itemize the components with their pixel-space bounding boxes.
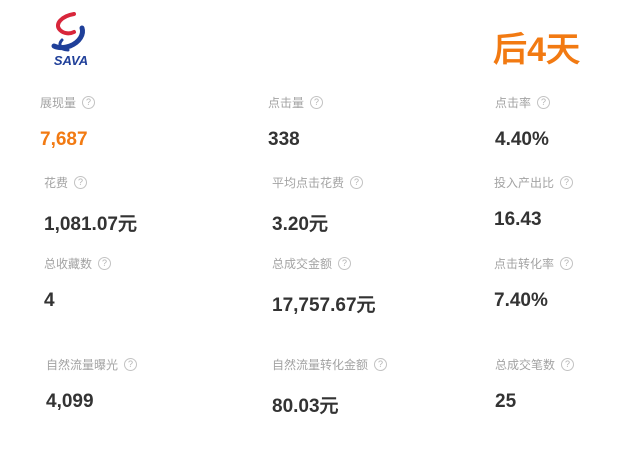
metric-value: 338 <box>268 129 300 150</box>
help-icon[interactable]: ? <box>74 176 88 189</box>
metric-value: 4 <box>44 290 55 311</box>
help-icon[interactable]: ? <box>310 96 324 109</box>
metric-value: 16.43 <box>494 209 542 230</box>
help-icon[interactable]: ? <box>350 176 364 189</box>
metric-ctr: 点击率? 4.40% <box>495 94 551 151</box>
help-icon[interactable]: ? <box>561 358 575 371</box>
metric-value: 4.40% <box>495 129 549 150</box>
metric-organic-exposure: 自然流量曝光? 4,099 <box>46 356 138 413</box>
help-icon[interactable]: ? <box>537 96 551 109</box>
metric-clicks: 点击量? 338 <box>268 94 324 151</box>
metric-label: 投入产出比 <box>494 176 555 190</box>
metric-value: 25 <box>495 391 517 412</box>
metric-value: 1,081.07元 <box>44 214 137 235</box>
metric-value: 3.20元 <box>272 214 328 235</box>
days-after-badge: 后4天 <box>493 31 580 69</box>
help-icon[interactable]: ? <box>338 257 352 270</box>
metric-cost: 花费? 1,081.07元 <box>44 174 137 236</box>
metric-label: 点击转化率 <box>494 257 555 271</box>
help-icon[interactable]: ? <box>560 176 574 189</box>
help-icon[interactable]: ? <box>374 358 388 371</box>
metric-organic-gmv: 自然流量转化金额? 80.03元 <box>272 356 388 418</box>
metric-label: 总收藏数 <box>44 257 93 271</box>
metric-orders: 总成交笔数? 25 <box>495 356 575 413</box>
metric-label: 自然流量曝光 <box>46 358 119 372</box>
metric-value: 7.40% <box>494 290 548 311</box>
metric-value: 17,757.67元 <box>272 295 376 316</box>
metric-avg-cpc: 平均点击花费? 3.20元 <box>272 174 364 236</box>
metric-value: 80.03元 <box>272 396 339 417</box>
metric-label: 总成交笔数 <box>495 358 556 372</box>
metric-label: 展现量 <box>40 96 77 110</box>
help-icon[interactable]: ? <box>98 257 112 270</box>
help-icon[interactable]: ? <box>124 358 138 371</box>
metric-gmv: 总成交金额? 17,757.67元 <box>272 255 376 317</box>
brand-logo: SAVA <box>51 12 88 68</box>
metric-label: 总成交金额 <box>272 257 333 271</box>
help-icon[interactable]: ? <box>82 96 96 109</box>
help-icon[interactable]: ? <box>560 257 574 270</box>
metric-label: 自然流量转化金额 <box>272 358 369 372</box>
metric-label: 点击率 <box>495 96 532 110</box>
metric-roi: 投入产出比? 16.43 <box>494 174 574 231</box>
metric-favorites: 总收藏数? 4 <box>44 255 112 312</box>
metric-label: 点击量 <box>268 96 305 110</box>
metric-impressions: 展现量? 7,687 <box>40 94 96 151</box>
metric-value: 7,687 <box>40 129 88 150</box>
metric-cvr: 点击转化率? 7.40% <box>494 255 574 312</box>
metric-label: 花费 <box>44 176 69 190</box>
brand-logo-text: SAVA <box>54 53 88 68</box>
metric-value: 4,099 <box>46 391 94 412</box>
metric-label: 平均点击花费 <box>272 176 345 190</box>
